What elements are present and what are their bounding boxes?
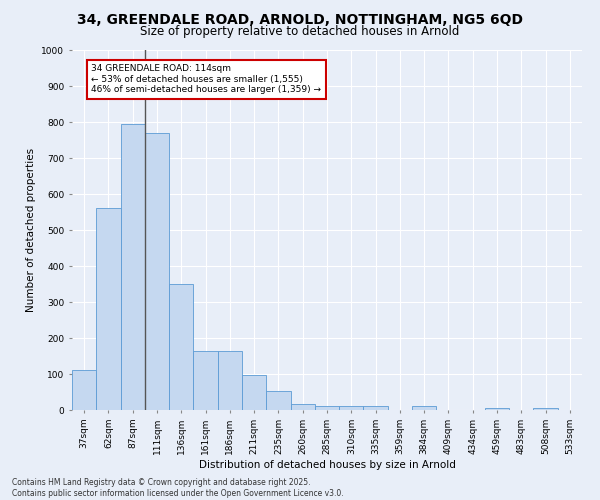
Bar xyxy=(193,350,218,410)
Bar xyxy=(533,408,558,410)
Bar xyxy=(242,375,266,410)
Bar xyxy=(412,406,436,410)
Bar xyxy=(290,404,315,410)
Bar xyxy=(72,370,96,410)
Bar xyxy=(96,208,121,410)
Y-axis label: Number of detached properties: Number of detached properties xyxy=(26,148,36,312)
Bar xyxy=(169,284,193,410)
Text: 34 GREENDALE ROAD: 114sqm
← 53% of detached houses are smaller (1,555)
46% of se: 34 GREENDALE ROAD: 114sqm ← 53% of detac… xyxy=(91,64,322,94)
Bar xyxy=(339,406,364,410)
X-axis label: Distribution of detached houses by size in Arnold: Distribution of detached houses by size … xyxy=(199,460,455,469)
Text: Contains HM Land Registry data © Crown copyright and database right 2025.
Contai: Contains HM Land Registry data © Crown c… xyxy=(12,478,344,498)
Bar xyxy=(485,408,509,410)
Bar xyxy=(121,124,145,410)
Text: Size of property relative to detached houses in Arnold: Size of property relative to detached ho… xyxy=(140,25,460,38)
Bar xyxy=(218,350,242,410)
Bar xyxy=(266,391,290,410)
Bar xyxy=(364,406,388,410)
Bar xyxy=(145,133,169,410)
Text: 34, GREENDALE ROAD, ARNOLD, NOTTINGHAM, NG5 6QD: 34, GREENDALE ROAD, ARNOLD, NOTTINGHAM, … xyxy=(77,12,523,26)
Bar xyxy=(315,406,339,410)
